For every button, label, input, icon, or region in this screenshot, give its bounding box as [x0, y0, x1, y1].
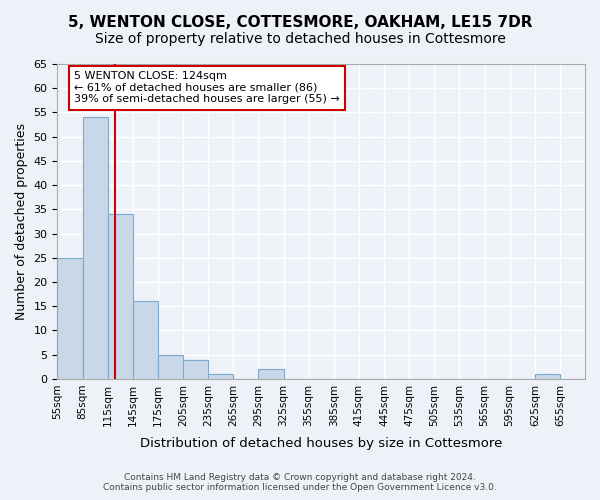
Text: Size of property relative to detached houses in Cottesmore: Size of property relative to detached ho…	[95, 32, 505, 46]
Text: 5, WENTON CLOSE, COTTESMORE, OAKHAM, LE15 7DR: 5, WENTON CLOSE, COTTESMORE, OAKHAM, LE1…	[68, 15, 532, 30]
Y-axis label: Number of detached properties: Number of detached properties	[15, 123, 28, 320]
Bar	[183, 360, 208, 379]
Bar	[133, 302, 158, 379]
Bar	[107, 214, 133, 379]
Bar	[83, 118, 107, 379]
Bar	[58, 258, 83, 379]
Text: 5 WENTON CLOSE: 124sqm
← 61% of detached houses are smaller (86)
39% of semi-det: 5 WENTON CLOSE: 124sqm ← 61% of detached…	[74, 72, 340, 104]
Text: Contains HM Land Registry data © Crown copyright and database right 2024.
Contai: Contains HM Land Registry data © Crown c…	[103, 473, 497, 492]
Bar	[208, 374, 233, 379]
Bar	[158, 354, 183, 379]
X-axis label: Distribution of detached houses by size in Cottesmore: Distribution of detached houses by size …	[140, 437, 502, 450]
Bar	[259, 369, 284, 379]
Bar	[535, 374, 560, 379]
